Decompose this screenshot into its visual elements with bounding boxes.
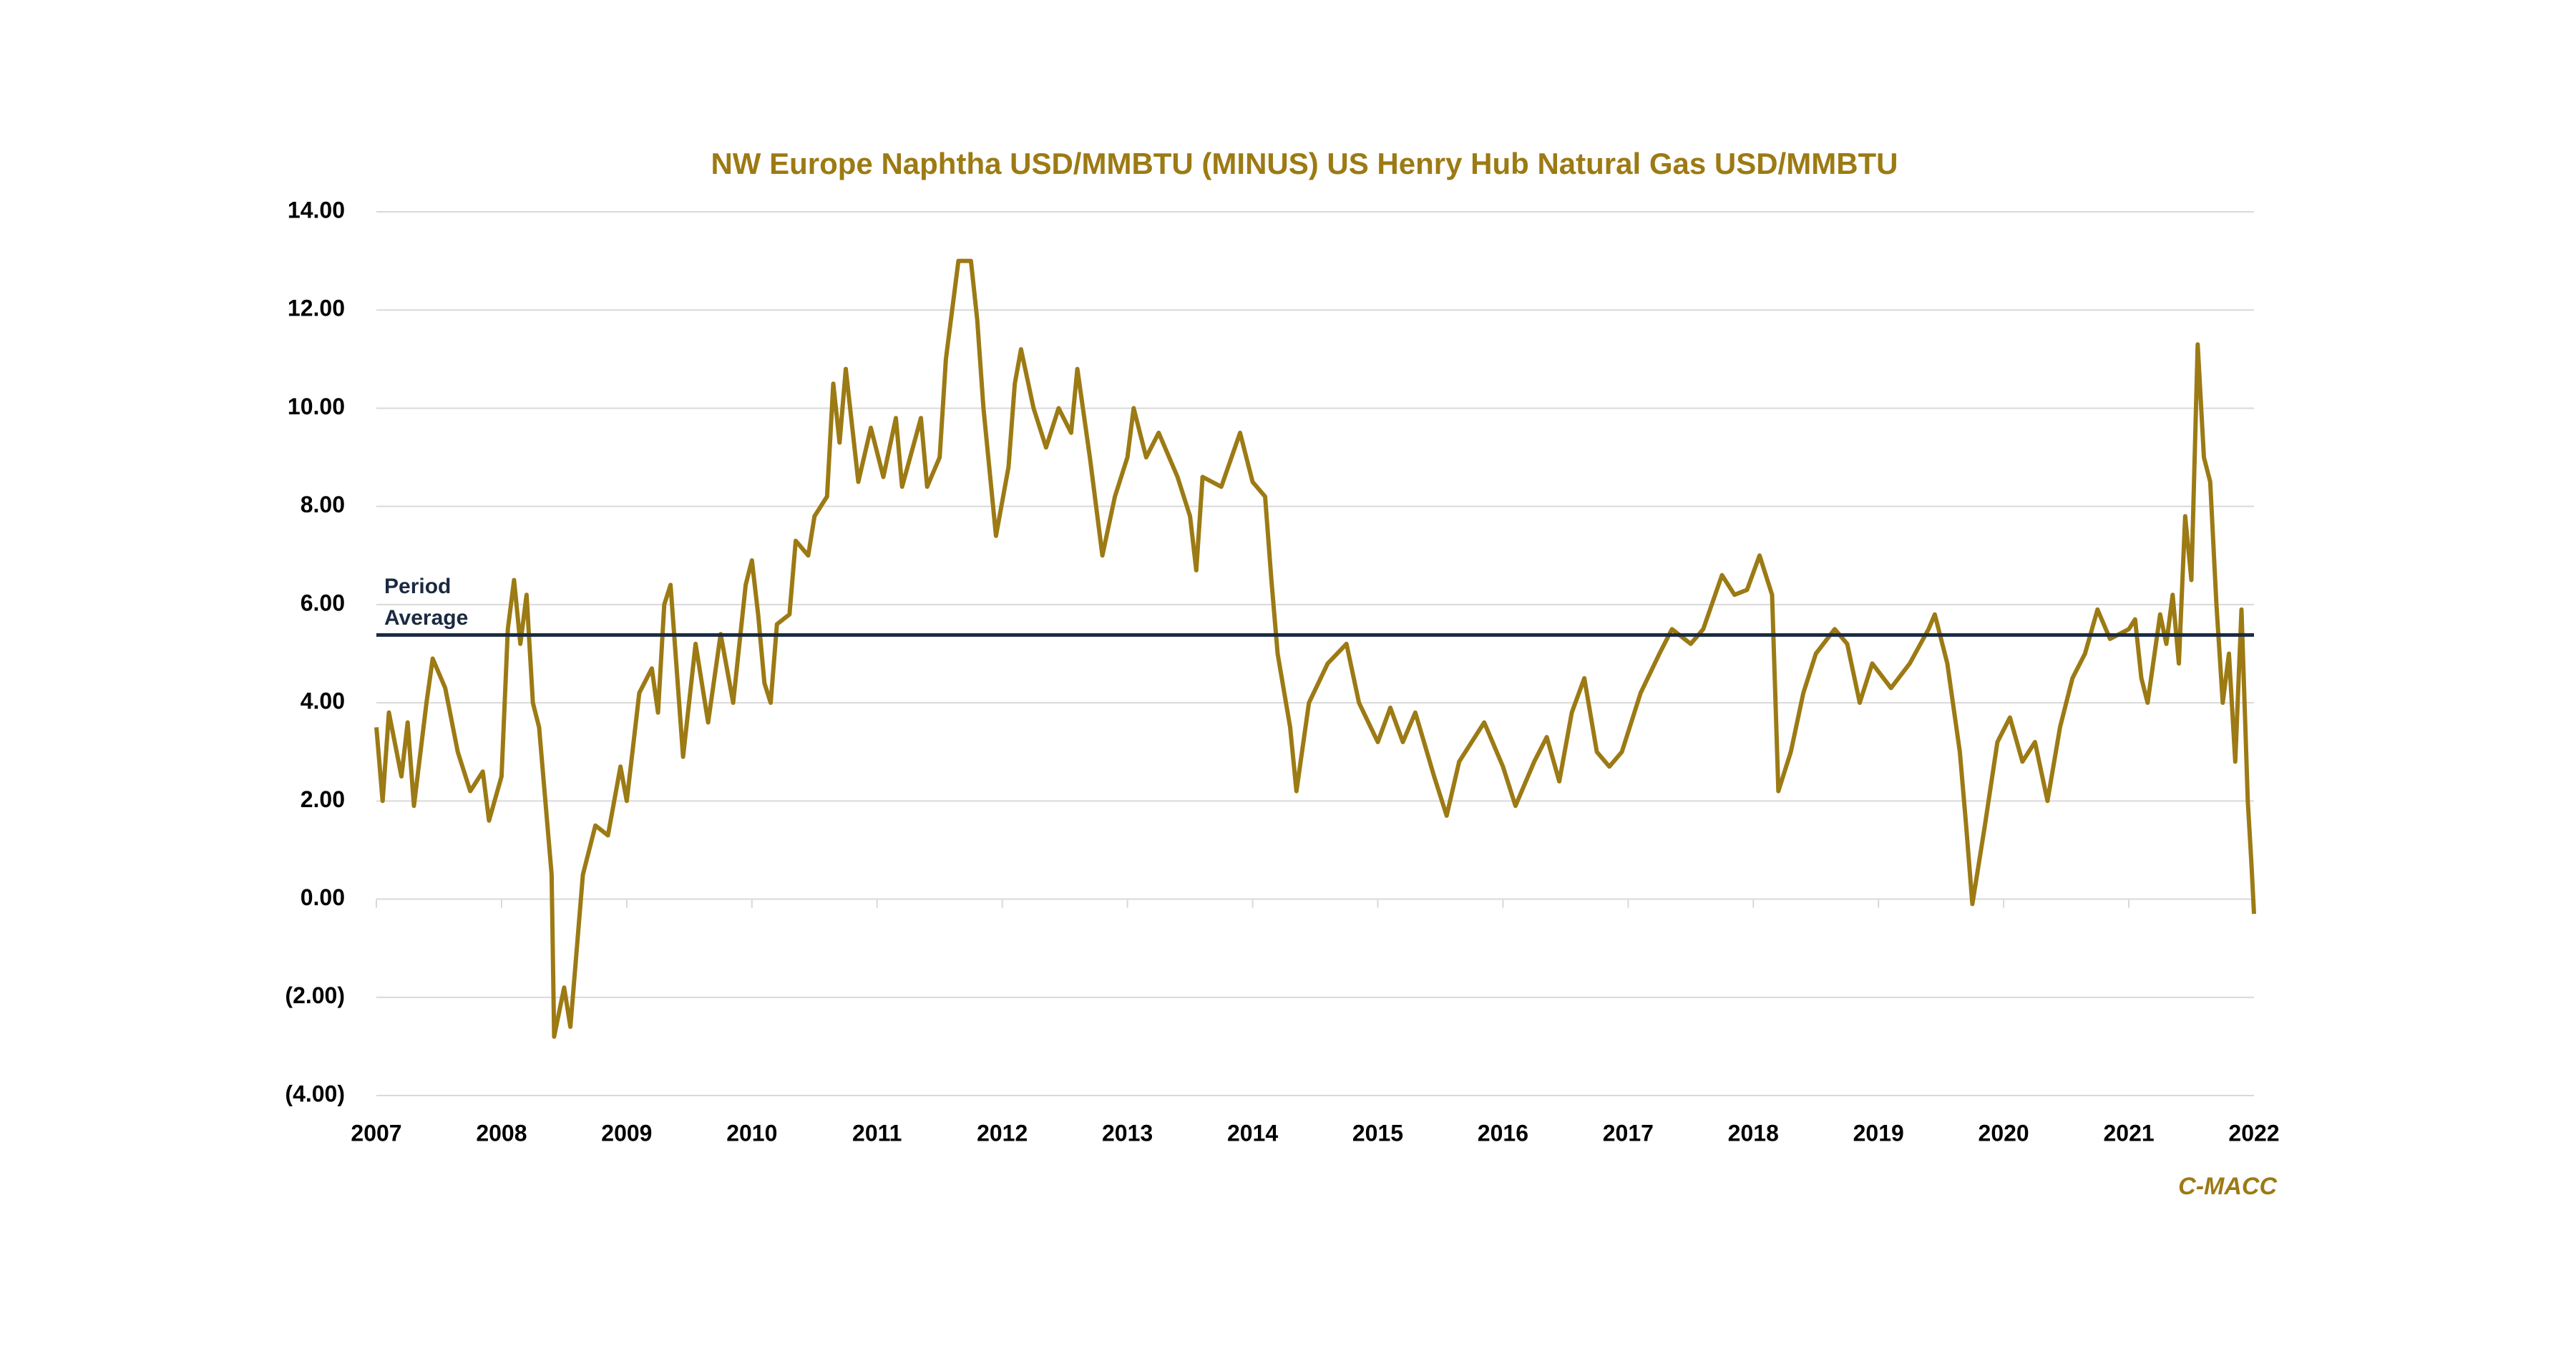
x-tick-label: 2010 [726,1120,777,1146]
data-line [374,258,2256,1039]
y-tick-label: 14.00 [288,197,345,223]
y-tick-label: 12.00 [288,296,345,321]
x-tick-label: 2011 [852,1120,902,1146]
x-tick-label: 2014 [1227,1120,1278,1146]
y-tick-label: 4.00 [301,688,345,714]
x-tick-label: 2017 [1603,1120,1654,1146]
y-tick-label: 8.00 [301,492,345,517]
x-tick-label: 2009 [601,1120,652,1146]
x-tick-label: 2018 [1728,1120,1779,1146]
x-tick-label: 2016 [1478,1120,1528,1146]
chart-title: NW Europe Naphtha USD/MMBTU (MINUS) US H… [711,147,1898,180]
x-tick-label: 2019 [1853,1120,1904,1146]
x-tick-label: 2012 [977,1120,1028,1146]
y-tick-label: 0.00 [301,884,345,910]
x-tick-label: 2007 [351,1120,401,1146]
x-tick-label: 2022 [2228,1120,2279,1146]
x-tick-label: 2021 [2103,1120,2154,1146]
average-label: Period Average [384,575,469,630]
x-tick-label: 2008 [476,1120,527,1146]
x-tick-label: 2020 [1979,1120,2029,1146]
source: C-MACC [2178,1173,2277,1200]
x-tick-label: 2013 [1102,1120,1153,1146]
y-tick-label: (2.00) [285,982,345,1008]
x-tick-label: 2015 [1352,1120,1403,1146]
y-tick-label: 2.00 [301,786,345,812]
y-tick-label: 10.00 [288,394,345,419]
y-tick-label: (4.00) [285,1081,345,1106]
y-tick-label: 6.00 [301,590,345,615]
